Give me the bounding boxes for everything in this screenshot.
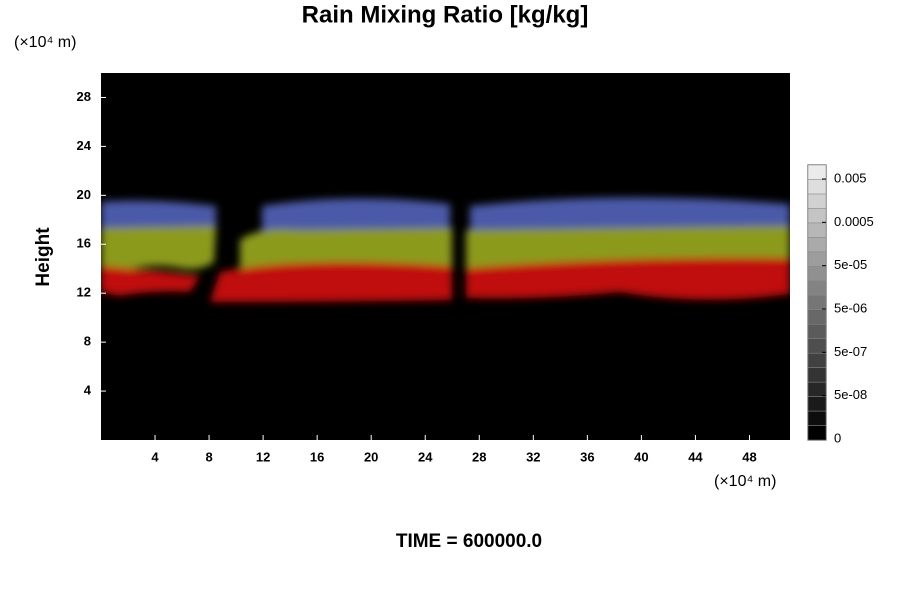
colorbar-tick-label: 5e-08: [834, 387, 867, 402]
y-tick-label: 8: [84, 334, 91, 349]
x-tick-label: 24: [418, 449, 433, 464]
y-unit: (×10⁴ m): [14, 34, 76, 51]
colorbar-level: [807, 237, 827, 253]
x-tick-label: 40: [634, 449, 648, 464]
colorbar-level: [807, 323, 827, 339]
y-tick-label: 4: [84, 383, 92, 398]
colorbar-level: [807, 309, 827, 325]
colorbar-level: [807, 367, 827, 383]
colorbar-level: [807, 193, 827, 209]
y-tick-label: 28: [77, 89, 91, 104]
x-tick-label: 28: [472, 449, 486, 464]
chart-title: Rain Mixing Ratio [kg/kg]: [302, 1, 589, 28]
y-tick-label: 12: [77, 285, 91, 300]
y-tick-label: 16: [77, 236, 91, 251]
x-tick-label: 44: [688, 449, 703, 464]
colorbar-tick-label: 0.0005: [834, 214, 874, 229]
colorbar-level: [807, 208, 827, 224]
x-tick-label: 4: [151, 449, 159, 464]
colorbar-level: [807, 280, 827, 296]
x-tick-label: 16: [310, 449, 324, 464]
colorbar-tick-label: 5e-07: [834, 344, 867, 359]
colorbar-level: [807, 410, 827, 426]
x-tick-label: 8: [205, 449, 212, 464]
x-tick-label: 32: [526, 449, 540, 464]
x-unit: (×10⁴ m): [714, 473, 776, 490]
y-axis-label: Height: [33, 227, 54, 287]
footer: TIME = 600000.0: [396, 531, 542, 552]
colorbar-level: [807, 425, 827, 441]
colorbar-level: [807, 266, 827, 282]
colorbar-tick-label: 0.005: [834, 170, 867, 185]
colorbar-level: [807, 179, 827, 195]
colorbar-level: [807, 381, 827, 397]
y-tick-label: 20: [77, 187, 91, 202]
colorbar-level: [807, 352, 827, 368]
colorbar-level: [807, 164, 827, 180]
colorbar-level: [807, 251, 827, 267]
y-tick-label: 24: [77, 138, 92, 153]
colorbar-tick-label: 0: [834, 430, 841, 445]
x-tick-label: 20: [364, 449, 378, 464]
x-tick-label: 12: [256, 449, 270, 464]
colorbar-level: [807, 338, 827, 354]
colorbar-level: [807, 222, 827, 238]
colorbar-tick-label: 5e-05: [834, 257, 867, 272]
colorbar-level: [807, 295, 827, 310]
colorbar-level: [807, 396, 827, 412]
x-tick-label: 36: [580, 449, 594, 464]
field: [101, 197, 790, 302]
colorbar-tick-label: 5e-06: [834, 300, 867, 315]
x-tick-label: 48: [742, 449, 756, 464]
